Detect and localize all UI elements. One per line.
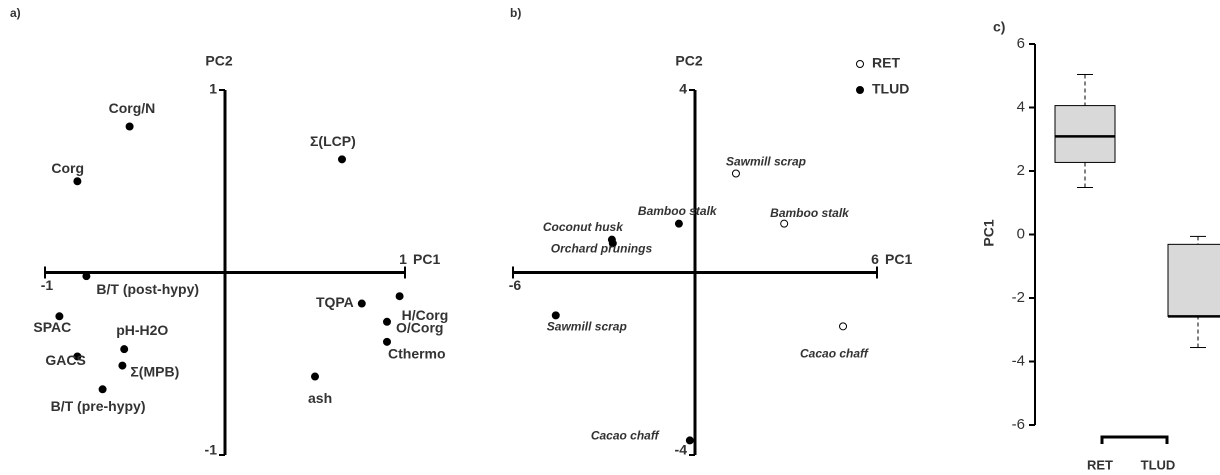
x-axis-label: PC1 xyxy=(413,251,440,267)
point xyxy=(383,337,391,346)
y-axis-label: PC2 xyxy=(675,53,702,69)
x-tick-label: 1 xyxy=(399,251,407,267)
point xyxy=(82,272,91,281)
point-label: Cacao chaff xyxy=(800,347,869,361)
point xyxy=(780,219,789,228)
point xyxy=(125,122,134,131)
point-label: TQPA xyxy=(316,294,354,310)
y-tick-label: 4 xyxy=(1017,98,1025,115)
point-label: Coconut husk xyxy=(543,220,624,234)
x-tick-label: RET xyxy=(1087,457,1113,472)
y-tick-label: -4 xyxy=(1012,352,1025,369)
point-label: Corg xyxy=(51,160,84,176)
point xyxy=(551,311,560,320)
x-tick-label: 6 xyxy=(871,251,879,267)
x-tick-label: -6 xyxy=(509,277,522,293)
point xyxy=(338,155,346,164)
x-tick-label: -1 xyxy=(41,277,54,293)
point xyxy=(685,436,694,445)
bracket xyxy=(1100,435,1169,444)
point-label: H/Corg xyxy=(402,307,449,323)
y-axis-label: PC1 xyxy=(981,219,997,246)
point-label: Corg/N xyxy=(109,100,156,116)
x-axis-label: PC1 xyxy=(885,251,912,267)
point-label: Sawmill scrap xyxy=(547,320,627,334)
point xyxy=(674,219,683,228)
legend-label: TLUD xyxy=(872,81,909,97)
box xyxy=(1167,243,1220,317)
point xyxy=(608,239,617,248)
y-tick-label: -1 xyxy=(205,442,218,458)
point xyxy=(73,177,82,186)
y-tick-label: 0 xyxy=(1017,225,1025,242)
point-label: Σ(MPB) xyxy=(130,363,179,379)
point-label: Σ(LCP) xyxy=(310,133,356,149)
point xyxy=(357,299,366,308)
point xyxy=(55,312,64,321)
point xyxy=(731,169,740,178)
point-label: Bamboo stalk xyxy=(638,204,718,218)
point xyxy=(311,372,319,381)
legend-marker xyxy=(856,86,864,94)
point-label: Orchard prunings xyxy=(551,241,653,255)
point-label: B/T (post-hypy) xyxy=(96,281,199,297)
point-label: Cthermo xyxy=(388,346,446,362)
y-tick-label: 1 xyxy=(209,81,217,97)
y-tick-label: -2 xyxy=(1012,289,1025,306)
point xyxy=(118,361,127,370)
y-tick-label: 4 xyxy=(679,81,687,97)
panel-label: a) xyxy=(10,6,21,20)
point-label: pH-H2O xyxy=(116,322,168,338)
x-tick-label: TLUD xyxy=(1141,457,1176,472)
point-label: O/Corg xyxy=(396,319,443,335)
point xyxy=(120,345,129,354)
legend-marker xyxy=(856,60,864,68)
point-label: SPAC xyxy=(33,319,71,335)
y-tick-label: 6 xyxy=(1017,35,1025,52)
y-tick-label: -4 xyxy=(675,442,688,458)
point-label: Bamboo stalk xyxy=(770,206,850,220)
panel-label: c) xyxy=(993,19,1005,35)
point-label: Cacao chaff xyxy=(591,429,660,443)
point-label: Sawmill scrap xyxy=(726,155,806,169)
point xyxy=(383,317,391,326)
box xyxy=(1054,105,1116,163)
point xyxy=(395,292,404,301)
point-label: B/T (pre-hypy) xyxy=(51,398,146,414)
point-label: GACS xyxy=(45,352,85,368)
y-tick-label: -6 xyxy=(1012,416,1025,433)
point xyxy=(73,352,82,361)
panel-label: b) xyxy=(510,6,521,20)
point xyxy=(839,322,848,331)
point-label: ash xyxy=(308,390,332,406)
point xyxy=(98,385,107,394)
legend-label: RET xyxy=(872,55,900,71)
y-axis-label: PC2 xyxy=(205,53,232,69)
y-tick-label: 2 xyxy=(1017,162,1025,179)
